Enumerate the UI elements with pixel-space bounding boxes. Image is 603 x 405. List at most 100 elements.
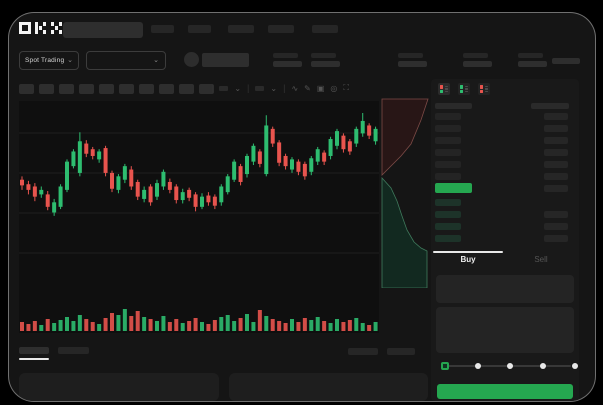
ask-price-4[interactable] — [435, 149, 461, 156]
tab-buy[interactable]: Buy — [460, 255, 476, 264]
chevron-down-icon[interactable]: ⌄ — [270, 83, 278, 93]
bids-depth-area — [381, 176, 428, 288]
interval-button-3[interactable] — [59, 84, 74, 94]
nav-item-2[interactable] — [188, 25, 211, 33]
tab-sell[interactable]: Sell — [534, 255, 548, 264]
app-window: Spot Trading ⌄ ⌄ | ⌄ | ⌄ | ∿ ✎ ▣ ◎ ⛶ — [8, 12, 596, 402]
bid-amount-3 — [544, 223, 568, 230]
amount-slider[interactable] — [441, 365, 571, 367]
chevron-down-icon: ⌄ — [153, 57, 159, 64]
ask-price-5[interactable] — [435, 161, 461, 168]
volume-bar — [315, 317, 320, 331]
interval-button-8[interactable] — [159, 84, 174, 94]
candle-style-icon[interactable] — [255, 85, 265, 91]
volume-bar — [110, 313, 114, 331]
stat-label-2 — [311, 53, 336, 58]
bid-price-3[interactable] — [435, 223, 461, 230]
bottom-action-1[interactable] — [348, 348, 378, 355]
volume-bar — [135, 311, 140, 331]
settings-icon[interactable]: ◎ — [330, 83, 338, 93]
ask-price-2[interactable] — [435, 125, 461, 132]
candle-body — [302, 163, 307, 177]
candle-body — [142, 189, 147, 199]
nav-item-1[interactable] — [151, 25, 174, 33]
bottom-action-2[interactable] — [387, 348, 415, 355]
volume-bar — [373, 322, 378, 331]
ask-amount-5 — [544, 161, 568, 168]
interval-button-4[interactable] — [79, 84, 94, 94]
volume-bar — [360, 323, 365, 331]
bid-price-1[interactable] — [435, 199, 461, 206]
ask-price-1[interactable] — [435, 113, 461, 120]
last-price-highlight[interactable] — [435, 183, 472, 193]
volume-bar — [174, 319, 179, 331]
interval-button-5[interactable] — [99, 84, 114, 94]
price-input[interactable] — [436, 275, 574, 303]
candle-body — [148, 186, 153, 203]
nav-item-3[interactable] — [228, 25, 254, 33]
bottom-tab-order-history[interactable] — [58, 347, 89, 354]
candle-body — [155, 183, 159, 197]
stat-label-4 — [463, 53, 488, 58]
volume-bar — [20, 322, 24, 331]
volume-bar — [116, 315, 121, 331]
interval-button-6[interactable] — [119, 84, 134, 94]
market-type-dropdown[interactable]: Spot Trading ⌄ — [19, 51, 79, 70]
bid-price-2[interactable] — [435, 211, 461, 218]
slider-dot-4[interactable] — [572, 363, 578, 369]
fullscreen-icon[interactable]: ⛶ — [343, 83, 349, 92]
camera-icon[interactable]: ▣ — [316, 83, 325, 93]
wave-icon[interactable]: ∿ — [291, 83, 299, 93]
pencil-icon[interactable]: ✎ — [304, 83, 311, 93]
slider-dot-2[interactable] — [507, 363, 513, 369]
chevron-down-icon[interactable]: ⌄ — [234, 83, 242, 93]
ask-price-3[interactable] — [435, 137, 461, 144]
volume-bar — [155, 321, 159, 331]
pair-dropdown[interactable]: ⌄ — [86, 51, 166, 70]
buy-submit-button[interactable] — [437, 384, 573, 399]
candle-body — [354, 128, 359, 144]
volume-bar — [77, 315, 82, 331]
buy-tab-underline — [433, 251, 503, 253]
candle-body — [264, 125, 269, 175]
slider-handle[interactable] — [441, 362, 449, 370]
candle-body — [129, 169, 134, 187]
volume-bar — [264, 316, 269, 331]
slider-dot-1[interactable] — [474, 363, 481, 369]
amount-input[interactable] — [436, 307, 574, 353]
volume-bar — [270, 319, 275, 331]
bottom-tab-open-orders[interactable] — [19, 347, 49, 354]
volume-bar — [309, 320, 314, 331]
volume-bar — [58, 320, 63, 331]
interval-value-icon[interactable] — [219, 85, 229, 91]
volume-bar — [90, 322, 95, 331]
order-book-header-amount — [531, 103, 569, 109]
candle-body — [219, 186, 224, 203]
interval-button-7[interactable] — [139, 84, 154, 94]
candle-body — [309, 158, 314, 172]
volume-bar — [39, 325, 44, 331]
volume-bar — [341, 322, 346, 331]
candle-body — [167, 181, 172, 190]
volume-bar — [283, 323, 288, 331]
nav-item-4[interactable] — [268, 25, 294, 33]
interval-button-1[interactable] — [19, 84, 34, 94]
volume-bar — [193, 318, 198, 331]
search-input[interactable] — [63, 22, 143, 38]
asks-book-icon[interactable] — [478, 83, 490, 95]
interval-button-9[interactable] — [179, 84, 194, 94]
nav-item-5[interactable] — [312, 25, 338, 33]
bid-price-4[interactable] — [435, 235, 461, 242]
candle-body — [193, 194, 198, 207]
combined-book-icon[interactable] — [438, 83, 450, 95]
candlestick-chart[interactable] — [19, 101, 379, 333]
ask-price-6[interactable] — [435, 173, 461, 180]
candle-body — [322, 152, 327, 162]
interval-button-10[interactable] — [199, 84, 214, 94]
volume-bar — [257, 310, 262, 331]
bids-book-icon[interactable] — [458, 83, 470, 95]
slider-dot-3[interactable] — [539, 363, 546, 369]
candle-body — [270, 128, 275, 144]
bottom-tab-underline — [19, 358, 49, 360]
interval-button-2[interactable] — [39, 84, 54, 94]
